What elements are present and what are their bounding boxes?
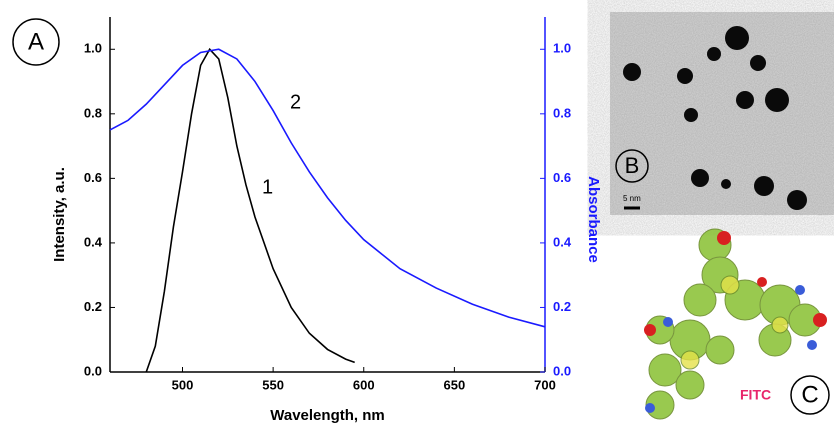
tem-image: B 5 nm <box>610 12 834 215</box>
particles <box>623 26 807 210</box>
y-tick-label: 0.0 <box>84 363 102 378</box>
panel-label: C <box>801 381 818 408</box>
series-label: 2 <box>290 91 301 113</box>
y-tick-label: 0.8 <box>84 105 102 120</box>
y2-axis-label: Absorbance <box>585 176 602 263</box>
x-tick-label: 650 <box>444 377 466 392</box>
molecule <box>644 228 827 420</box>
y2-tick-label: 0.8 <box>553 105 571 120</box>
y-axis-label: Intensity, a.u. <box>51 167 68 262</box>
x-tick-label: 700 <box>534 377 556 392</box>
molecule-name: FITC <box>740 387 771 403</box>
y-tick-label: 1.0 <box>84 41 102 56</box>
y-tick-label: 0.6 <box>84 170 102 185</box>
label-circle <box>790 375 830 415</box>
label-circle <box>12 18 60 66</box>
series-line <box>145 47 355 373</box>
y2-tick-label: 1.0 <box>553 41 571 56</box>
y2-tick-label: 0.2 <box>553 299 571 314</box>
x-tick-label: 600 <box>353 377 375 392</box>
y2-tick-label: 0.4 <box>553 234 572 249</box>
y-tick-label: 0.4 <box>84 234 103 249</box>
panel-label: A <box>28 28 44 55</box>
panel-label: B <box>625 153 640 178</box>
series-label: 1 <box>262 176 273 198</box>
y-tick-label: 0.2 <box>84 299 102 314</box>
x-tick-label: 500 <box>172 377 194 392</box>
label-circle <box>615 149 649 183</box>
y2-tick-label: 0.0 <box>553 363 571 378</box>
x-tick-label: 550 <box>262 377 284 392</box>
y2-tick-label: 0.6 <box>553 170 571 185</box>
scale-bar-label: 5 nm <box>623 194 641 203</box>
series-line <box>109 48 546 328</box>
x-axis-label: Wavelength, nm <box>270 407 384 424</box>
